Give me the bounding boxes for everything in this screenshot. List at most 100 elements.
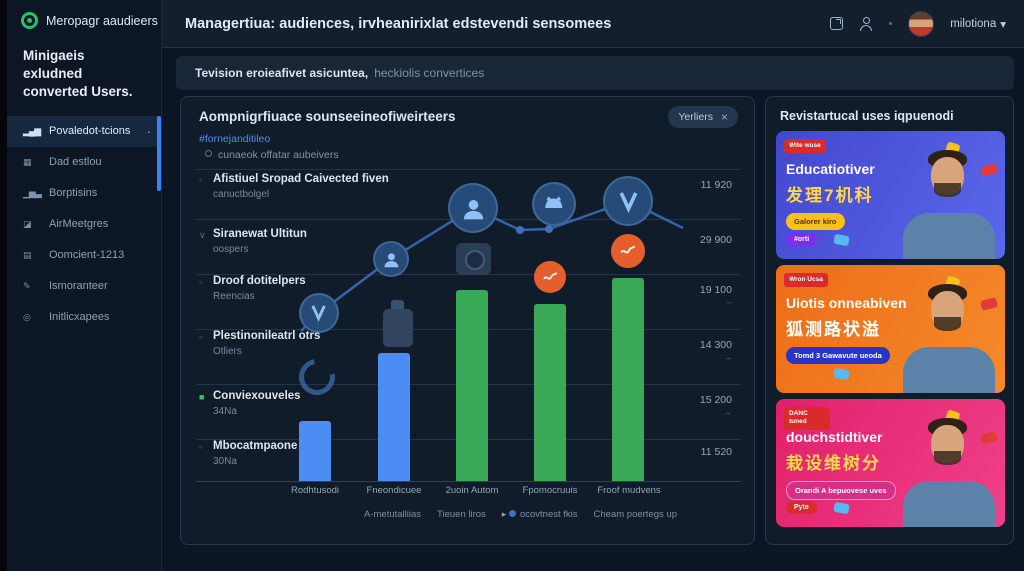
card-cta-button[interactable]: Tomd 3 Gawavute ueoda [786, 347, 890, 364]
sidebar-item-label: Initlicxapees [49, 311, 110, 324]
sidebar-nav: ▂▄▆ Povaledot-tcions · ▦ Dad estlou ▁▅▃ … [7, 115, 161, 333]
x-axis-line [196, 481, 741, 482]
creative-card-3[interactable]: DANC tuned douchstidtiver 栽设维树分 Orandi A… [776, 399, 1005, 527]
footer-item: Tieuen liros [437, 509, 486, 520]
legend-row[interactable]: ◦ Afistiuel Sropad Caivected fiven canuc… [199, 173, 389, 200]
confetti-shape [833, 233, 850, 247]
legend-dot-icon [508, 510, 516, 517]
creative-cards: Wite wuse Educatiotiver 发理7机科 Galorer ki… [776, 131, 1005, 533]
card-title: Uiotis onneabiven [786, 295, 907, 311]
page-title: Managertiua: audiences, irvheanirixlat e… [185, 15, 612, 32]
card-title: Educatiotiver [786, 161, 875, 177]
export-icon[interactable] [830, 17, 844, 30]
creative-card-2[interactable]: Wron Ucsa Uiotis onneabiven 狐测路状溢 Tomd 3… [776, 265, 1005, 393]
legend-row[interactable]: ◦ Plestinonileatrl otrs Otliers [199, 330, 320, 357]
legend-value: 29 900 [699, 234, 732, 246]
card-cta-button[interactable]: Orandi A bepuovese uves [786, 481, 896, 500]
user-name: milotiona [950, 17, 997, 30]
footer-item: ▸ ocovtnest fkis [501, 509, 578, 520]
legend-title: Plestinonileatrl otrs [213, 330, 321, 342]
legend-subtitle: oospers [213, 244, 249, 255]
creatives-panel: Revistartucal uses iqpuenodi Wite wuse E… [765, 96, 1014, 545]
creatives-icon: ◪ [23, 218, 32, 229]
bullet-icon: ∨ [199, 230, 206, 240]
trend-line [300, 199, 684, 332]
bar-3 [456, 290, 488, 481]
active-dot: · [146, 123, 151, 139]
legend-value: 11 920 [700, 179, 732, 191]
legend-title: Droof dotitelpers [213, 275, 306, 287]
chart-footer-legend: A-metutalliias Tieuen liros ▸ ocovtnest … [301, 509, 740, 520]
bar-5 [612, 278, 644, 481]
user-menu[interactable]: milotiona ▾ [950, 17, 1006, 31]
person-bubble-icon [373, 241, 409, 277]
bar-2 [378, 353, 410, 481]
legend-value: 11 520 [700, 446, 732, 458]
creatives-panel-title: Revistartucal uses iqpuenodi [780, 109, 954, 123]
x-axis-label: Froof mudvens [597, 485, 661, 496]
orange-marker-icon [611, 234, 645, 268]
target-icon: ◎ [23, 311, 31, 322]
sidebar-scrollbar[interactable] [157, 115, 161, 191]
model-photo [891, 409, 1003, 527]
logo[interactable]: Meropagr aaudieers [7, 0, 161, 29]
sidebar-item-povaledot[interactable]: ▂▄▆ Povaledot-tcions · [7, 115, 161, 147]
logo-text: Meropagr aaudieers [46, 13, 158, 28]
creative-card-1[interactable]: Wite wuse Educatiotiver 发理7机科 Galorer ki… [776, 131, 1005, 259]
sidebar-item-initlicxapees[interactable]: ◎ Initlicxapees [7, 302, 161, 333]
sidebar-item-airmeetgres[interactable]: ◪ AirMeetgres [7, 209, 161, 240]
edit-icon: ✎ [23, 280, 31, 291]
logo-ring-icon [21, 12, 38, 29]
sidebar: Meropagr aaudieers Minigaeis exludned co… [7, 0, 162, 571]
calendar-icon: ▦ [23, 156, 32, 167]
panel-link[interactable]: #fornejanditileo [199, 133, 271, 145]
legend-value: 19 100 -- [699, 284, 732, 307]
bullet-icon: ■ [199, 392, 205, 402]
subheader-strong-text: Tevision eroieafivet asicuntea, [195, 66, 369, 80]
panel-sublink: cunaeok offatar aubeivers [205, 149, 339, 161]
gridline [196, 169, 741, 170]
filter-chip[interactable]: Yerliers × [668, 106, 738, 128]
header-actions: milotiona ▾ [830, 10, 1006, 37]
footer-item: A-metutalliias [364, 509, 422, 520]
subheader-muted-text: heckiolis convertices [374, 66, 485, 80]
camera-prop-icon [456, 243, 491, 275]
card-cta-button[interactable]: Galorer kiro [786, 213, 845, 230]
card-title: douchstidtiver [786, 429, 883, 445]
card-cjk-text: 栽设维树分 [786, 454, 881, 473]
legend-subtitle: 30Na [213, 456, 237, 467]
legend-title: Siranewat Ultitun [213, 228, 307, 240]
v-bubble-icon [603, 176, 653, 226]
document-icon: ▤ [23, 249, 32, 260]
sidebar-item-label: Dad estlou [49, 156, 102, 169]
sidebar-item-dad-estlou[interactable]: ▦ Dad estlou [7, 147, 161, 178]
sidebar-item-label: AirMeetgres [49, 218, 109, 231]
card-badge: DANC tuned [784, 407, 830, 430]
legend-value: 15 200 → [699, 394, 732, 417]
campaign-chart-panel: Rodhtusodi Fneondicuee 2uoin Autom Fpomo… [180, 96, 755, 545]
account-icon[interactable] [859, 16, 873, 31]
sidebar-item-oomcient[interactable]: ▤ Oomcient-1213 [7, 240, 161, 271]
close-icon[interactable]: × [720, 110, 728, 124]
legend-row[interactable]: ◦ Droof dotitelpers Reencias [199, 275, 306, 302]
sidebar-item-borptisins[interactable]: ▁▅▃ Borptisins [7, 178, 161, 209]
bullet-icon: ◦ [199, 175, 203, 185]
model-photo [891, 141, 1003, 259]
caret-right-icon: ▸ [501, 509, 507, 519]
legend-value: 14 300 → [699, 339, 732, 362]
separator-dot [889, 22, 893, 25]
sidebar-item-label: Povaledot-tcions [49, 125, 131, 138]
confetti-shape [833, 501, 850, 515]
bar-4 [534, 304, 566, 481]
sidebar-item-ismoranteer[interactable]: ✎ Ismoranteer [7, 271, 161, 302]
legend-row[interactable]: ∨ Siranewat Ultitun oospers [199, 228, 307, 255]
orange-marker-icon [534, 261, 566, 293]
avatar[interactable] [908, 10, 935, 37]
filter-chip-label: Yerliers [678, 111, 713, 123]
legend-row[interactable]: ◦ Mbocatmpaone 30Na [199, 440, 297, 467]
sidebar-intro-text: Minigaeis exludned converted Users. [23, 48, 133, 100]
animal-bubble-icon [532, 182, 576, 226]
bullet-icon: ◦ [199, 332, 203, 342]
legend-row[interactable]: ■ Conviexouveles 34Na [199, 390, 301, 417]
panel-title: Aompnigrfiuace sounseeineofiweirteers [199, 109, 456, 124]
